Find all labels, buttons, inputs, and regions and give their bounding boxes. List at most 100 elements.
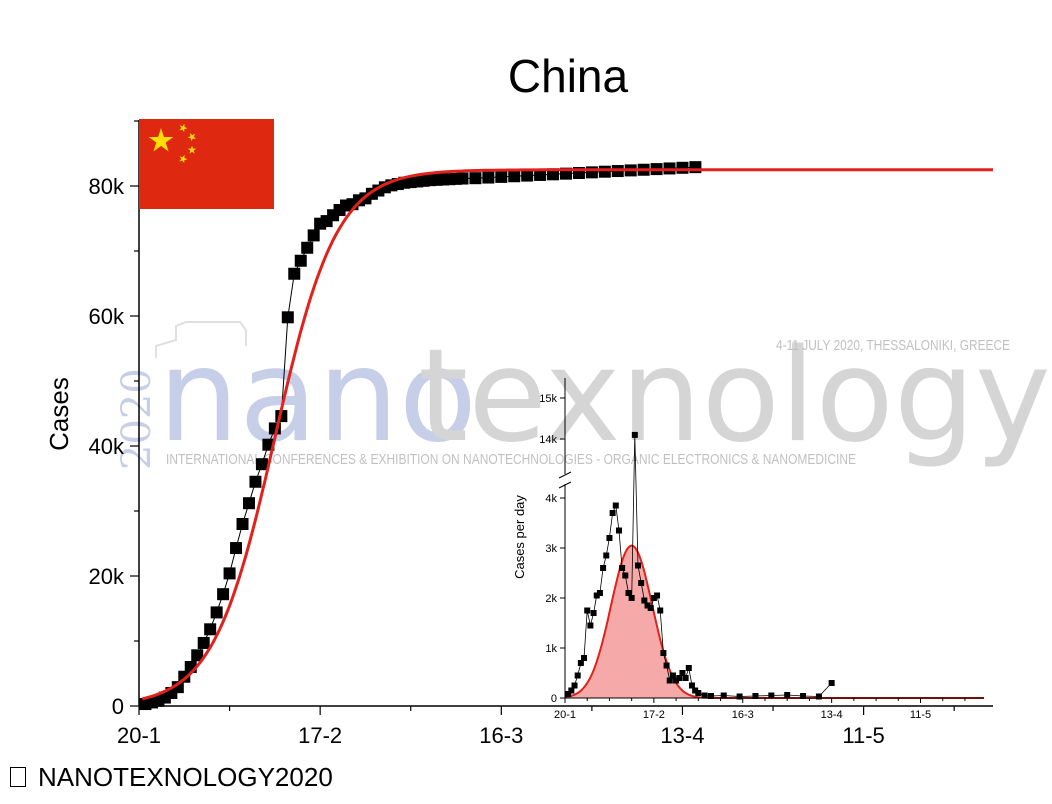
main-data-point <box>242 497 255 510</box>
inset-data-point <box>647 605 654 611</box>
inset-data-point <box>708 693 715 699</box>
main-data-point <box>689 161 702 174</box>
chart-title: China <box>508 50 629 102</box>
main-data-point <box>223 567 236 580</box>
inset-y-axis-label: Cases per day <box>512 495 527 579</box>
main-x-tick-label: 17-2 <box>298 723 342 748</box>
inset-data-point <box>673 677 680 684</box>
inset-y-tick-label: 15k <box>539 393 557 405</box>
main-y-tick-label: 20k <box>89 564 125 589</box>
inset-data-point <box>574 672 581 679</box>
main-data-point <box>197 636 210 649</box>
inset-data-point <box>679 670 686 676</box>
inset-data-point <box>682 675 689 681</box>
main-data-point <box>255 458 268 471</box>
main-fit-curve <box>141 168 993 701</box>
inset-fit-area-fill <box>565 545 984 698</box>
inset-data-point <box>577 660 584 666</box>
inset-data-point <box>596 590 603 596</box>
inset-y-tick-label: 2k <box>545 593 557 605</box>
main-data-point <box>249 475 262 488</box>
inset-data-point <box>635 562 642 569</box>
inset-data-point <box>720 692 727 699</box>
main-data-point <box>508 170 521 183</box>
main-data-point <box>288 267 301 280</box>
inset-chart: 20-1 17-2 16-3 13-4 11-5 0 1k 2k 3k 4k 14k 15k Cases… <box>512 378 984 721</box>
watermark-nano: nano <box>158 322 477 471</box>
main-data-point <box>191 649 204 662</box>
inset-data-point <box>641 597 648 604</box>
main-data-point <box>534 168 547 181</box>
inset-axis-break-mark <box>558 471 572 479</box>
inset-data-point <box>768 692 775 699</box>
main-data-point <box>281 311 294 324</box>
inset-y-tick-label: 1k <box>545 643 557 655</box>
inset-y-tick-label: 14k <box>539 434 557 446</box>
inset-data-point <box>784 692 791 698</box>
inset-data-point <box>650 595 657 601</box>
watermark-date-place: 4-11 JULY 2020, THESSALONIKI, GREECE <box>776 337 1010 354</box>
inset-data-point <box>692 687 699 694</box>
inset-data-point <box>615 527 622 534</box>
flag-small-star <box>187 145 197 154</box>
inset-data-point <box>603 552 610 559</box>
inset-x-tick-label: 13-4 <box>821 709 843 721</box>
inset-data-point <box>606 535 613 541</box>
main-y-tick-label: 60k <box>89 304 125 329</box>
main-x-tick-label: 20-1 <box>117 723 161 748</box>
footer-text: NANOTEXNOLOGY2020 <box>38 762 333 792</box>
inset-data-point <box>695 690 702 696</box>
watermark-texnology: texnology <box>418 322 1051 471</box>
inset-data-point <box>676 675 683 681</box>
flag-stars <box>148 123 197 164</box>
inset-axes: 20-1 17-2 16-3 13-4 11-5 0 1k 2k 3k 4k 14k 15k Cases… <box>512 378 984 721</box>
inset-data-point <box>666 677 673 684</box>
main-y-tick-label: 80k <box>89 174 125 199</box>
main-data-point <box>301 241 314 254</box>
main-fit-path <box>141 168 993 701</box>
main-axes: 20-1 17-2 16-3 13-4 11-5 0 20k 40k 60k 80k Cases <box>44 120 993 748</box>
inset-data-point <box>638 580 645 586</box>
inset-data-point <box>593 592 600 599</box>
inset-data-point <box>581 655 588 661</box>
inset-data-point <box>669 672 676 679</box>
inset-data-point <box>815 693 822 700</box>
main-data-point <box>598 165 611 178</box>
inset-y-tick-label: 4k <box>545 493 557 505</box>
inset-data-point <box>631 431 638 438</box>
main-data-point <box>307 229 320 242</box>
inset-x-tick-label: 17-2 <box>643 709 665 721</box>
inset-data-point <box>584 607 591 614</box>
inset-data-point <box>619 565 626 571</box>
watermark-logo: nano texnology 2020 INTERNATIONAL CONFER… <box>114 321 1051 471</box>
inset-data-point <box>685 665 692 671</box>
inset-data-point <box>625 590 632 596</box>
flag-small-star <box>179 154 188 164</box>
inset-data-point <box>736 693 743 700</box>
main-x-tick-label: 11-5 <box>842 723 884 748</box>
inset-data-point <box>628 595 635 601</box>
inset-data-point <box>688 682 695 689</box>
inset-data-point <box>752 693 759 699</box>
inset-data-point <box>565 691 572 697</box>
main-data-point <box>294 254 307 267</box>
main-data-point <box>210 606 223 619</box>
inset-data-point <box>657 607 664 614</box>
inset-data-point <box>571 682 578 689</box>
flag-small-star <box>179 123 188 133</box>
inset-x-tick-label: 16-3 <box>732 709 754 721</box>
main-y-axis-label: Cases <box>44 377 74 451</box>
inset-data-point <box>644 602 651 609</box>
footer: NANOTEXNOLOGY2020 <box>10 762 333 793</box>
main-data-point <box>495 170 508 183</box>
flag-small-star <box>187 133 196 142</box>
main-y-tick-label: 0 <box>112 694 124 719</box>
inset-fit-area <box>564 544 984 699</box>
main-data-point <box>217 588 230 601</box>
inset-data-point <box>612 502 619 509</box>
inset-data-point <box>600 565 607 571</box>
main-data-point <box>469 172 482 185</box>
inset-data-point <box>568 687 575 694</box>
main-data-point <box>204 623 217 636</box>
inset-data-point <box>828 680 835 686</box>
